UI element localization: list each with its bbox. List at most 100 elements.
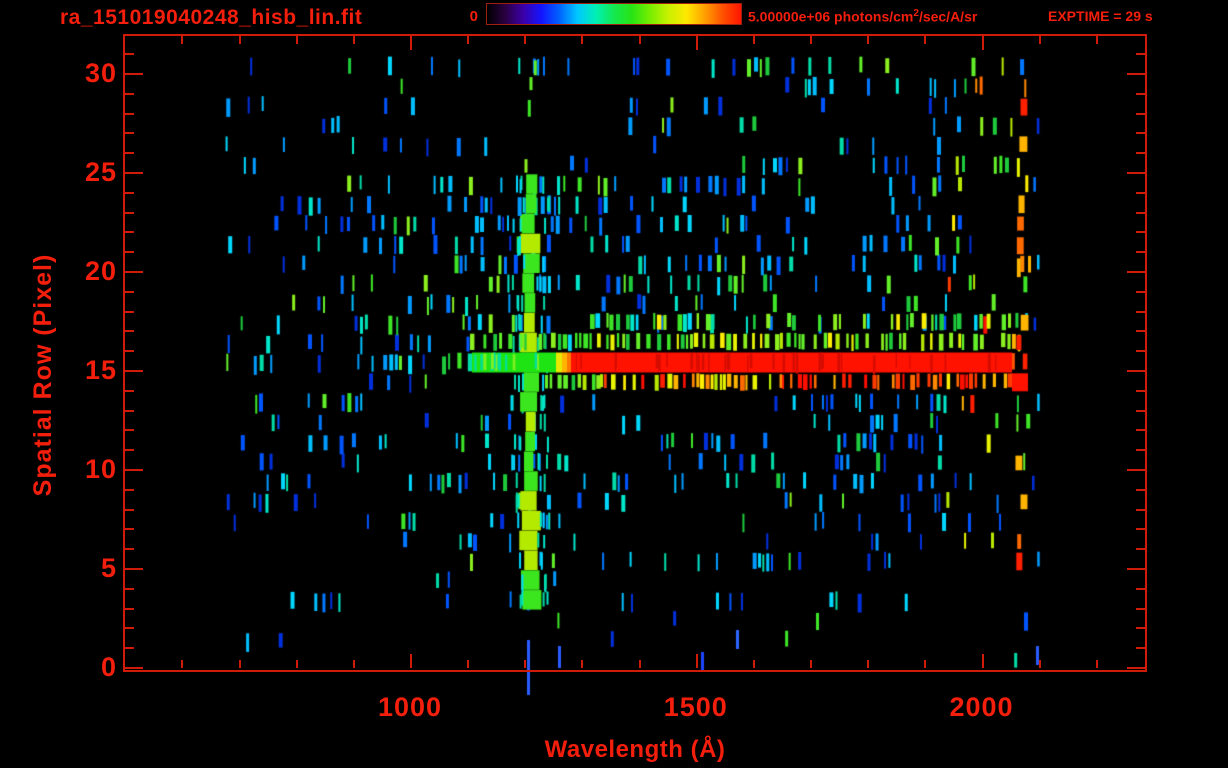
axis-tick (125, 568, 143, 570)
axis-tick (410, 36, 412, 50)
axis-tick (125, 667, 143, 669)
axis-tick (467, 660, 470, 668)
file-title: ra_151019040248_hisb_lin.fit (60, 6, 363, 29)
axis-tick (125, 350, 134, 353)
axis-tick (125, 469, 143, 471)
axis-tick (752, 36, 755, 44)
axis-tick (524, 660, 527, 668)
axis-tick (1136, 310, 1145, 313)
axis-tick (125, 92, 134, 95)
axis-tick (125, 172, 143, 174)
axis-tick (125, 508, 134, 511)
plot-frame (123, 34, 1147, 672)
y-tick-label: 20 (84, 256, 117, 286)
axis-tick (238, 36, 241, 44)
axis-tick (352, 660, 355, 668)
axis-tick (125, 191, 134, 194)
axis-tick (1136, 389, 1145, 392)
axis-tick (1136, 429, 1145, 432)
axis-tick (1095, 36, 1098, 44)
x-tick-label: 1500 (663, 692, 728, 722)
axis-tick (1136, 449, 1145, 452)
axis-tick (867, 36, 870, 44)
axis-tick (695, 36, 698, 50)
axis-tick (924, 660, 927, 668)
axis-tick (125, 587, 134, 590)
axis-tick (125, 310, 134, 313)
x-tick-label: 2000 (949, 692, 1014, 722)
axis-tick (810, 36, 813, 44)
y-tick-label: 5 (100, 553, 117, 583)
axis-tick (1136, 152, 1145, 155)
axis-tick (1127, 370, 1145, 372)
colorbar-units-suffix: /sec/A/sr (918, 8, 978, 25)
y-axis-title: Spatial Row (Pixel) (29, 253, 57, 497)
colorbar-units-superscript: 2 (913, 8, 919, 19)
axis-tick (1136, 92, 1145, 95)
axis-tick (1095, 660, 1098, 668)
axis-tick (1136, 290, 1145, 293)
axis-tick (125, 211, 134, 214)
axis-tick (1127, 172, 1145, 174)
axis-tick (1136, 647, 1145, 650)
axis-tick (1136, 330, 1145, 333)
axis-tick (125, 409, 134, 412)
axis-tick (125, 271, 143, 273)
axis-tick (1127, 73, 1145, 75)
axis-tick (125, 330, 134, 333)
axis-tick (125, 132, 134, 135)
y-tick-label: 15 (84, 355, 117, 385)
axis-tick (810, 660, 813, 668)
x-tick-label: 1000 (377, 692, 443, 722)
axis-tick (125, 112, 134, 115)
y-tick-label: 10 (84, 454, 117, 484)
axis-tick (867, 660, 870, 668)
axis-tick (1127, 469, 1145, 471)
axis-tick (238, 660, 241, 668)
axis-tick (125, 251, 134, 254)
axis-tick (981, 36, 984, 50)
axis-tick (181, 36, 184, 44)
axis-tick (410, 654, 412, 668)
axis-tick (1136, 112, 1145, 115)
axis-tick (125, 627, 134, 630)
axis-tick (1136, 251, 1145, 254)
axis-tick (1136, 488, 1145, 491)
exptime-label: EXPTIME = 29 s (1048, 8, 1153, 24)
axis-tick (125, 647, 134, 650)
axis-tick (1136, 548, 1145, 551)
axis-tick (1127, 271, 1145, 273)
axis-tick (1136, 627, 1145, 630)
axis-tick (1136, 231, 1145, 234)
axis-tick (638, 660, 641, 668)
axis-tick (125, 548, 134, 551)
axis-tick (1136, 350, 1145, 353)
axis-tick (638, 36, 641, 44)
axis-tick (1136, 508, 1145, 511)
axis-tick (1136, 587, 1145, 590)
colorbar-min-label: 0 (469, 8, 478, 25)
axis-tick (924, 36, 927, 44)
axis-tick (125, 152, 134, 155)
y-tick-label: 25 (84, 157, 117, 187)
axis-tick (1038, 660, 1041, 668)
axis-tick (352, 36, 355, 44)
axis-tick (125, 389, 134, 392)
axis-tick (125, 73, 143, 75)
axis-tick (1136, 607, 1145, 610)
axis-tick (1136, 191, 1145, 194)
axis-tick (524, 36, 527, 44)
axis-tick (467, 36, 470, 44)
colorbar-units-prefix: photons/cm (830, 8, 914, 25)
axis-tick (125, 53, 134, 56)
axis-tick (1127, 667, 1145, 669)
axis-tick (125, 607, 134, 610)
axis-tick (181, 660, 184, 668)
intensity-colorbar (486, 3, 742, 25)
axis-tick (1136, 528, 1145, 531)
axis-tick (1136, 409, 1145, 412)
y-tick-label: 0 (100, 652, 117, 682)
axis-tick (295, 36, 298, 44)
